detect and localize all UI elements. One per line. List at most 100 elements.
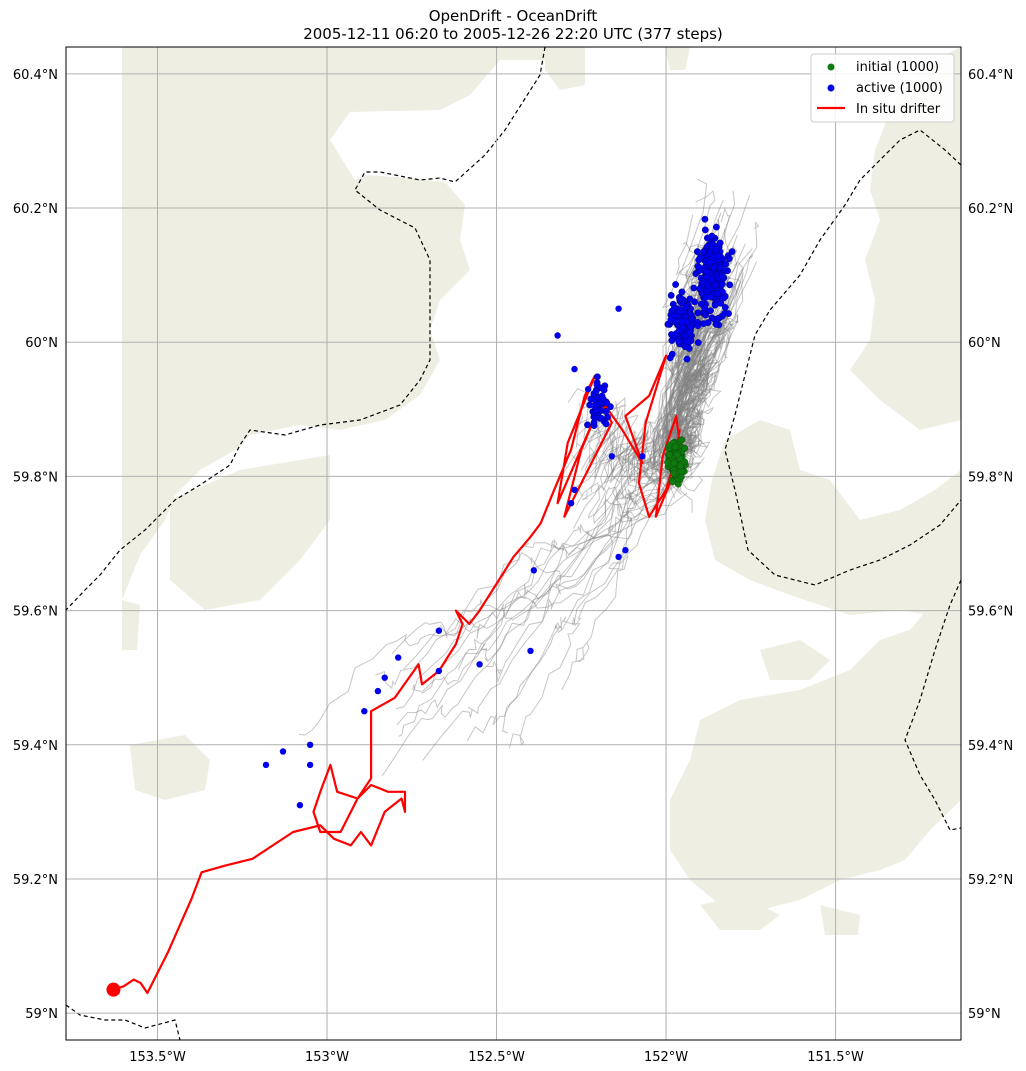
plot-frame: [65, 46, 962, 1041]
trajectory-line: [666, 317, 706, 474]
active-point: [682, 303, 690, 311]
active-point: [590, 418, 598, 426]
initial-point: [681, 444, 689, 452]
land-mass-11: [820, 905, 860, 935]
active-point: [602, 420, 610, 428]
active-point: [717, 299, 725, 307]
active-point: [599, 395, 606, 402]
trajectory-line: [567, 387, 690, 482]
trajectory-line: [664, 269, 713, 473]
trajectory-line: [665, 254, 754, 478]
coastline-border-layer: [66, 47, 961, 1040]
active-point: [668, 337, 676, 344]
y-tick-label-right-7: 60.4°N: [968, 68, 1013, 83]
active-point: [296, 802, 304, 809]
active-point: [678, 288, 686, 296]
land-mass-2: [170, 455, 330, 610]
active-point: [683, 355, 691, 363]
y-tick-label-right-1: 59.2°N: [968, 873, 1013, 888]
y-tick-label-left-6: 60.2°N: [13, 202, 58, 217]
land-mass-10: [700, 895, 780, 930]
trajectory-line: [666, 272, 744, 470]
active-point: [587, 395, 595, 403]
active-point: [686, 323, 694, 330]
active-point: [667, 316, 675, 324]
land-mass-3: [122, 600, 140, 650]
active-point: [716, 239, 724, 247]
active-point: [435, 667, 443, 675]
y-tick-label-left-7: 60.4°N: [13, 68, 58, 83]
initial-points-layer: [664, 436, 689, 488]
coastline-dashed-line-4: [66, 1004, 181, 1040]
active-point: [593, 406, 600, 414]
active-point: [686, 295, 694, 303]
active-point: [306, 741, 314, 748]
trajectory-line: [395, 456, 656, 710]
active-point: [707, 293, 714, 301]
y-tick-label-right-4: 59.8°N: [968, 470, 1013, 485]
trajectory-line: [675, 221, 760, 513]
active-point: [594, 373, 601, 381]
active-point: [676, 308, 684, 316]
map-plot-area: [65, 46, 962, 1041]
y-tick-label-right-3: 59.6°N: [968, 605, 1013, 620]
trajectory-line: [652, 335, 730, 465]
trajectory-line: [659, 274, 732, 457]
trajectory-line: [663, 291, 712, 436]
land-mass-5: [665, 47, 690, 70]
active-point: [718, 272, 726, 280]
trajectory-line: [668, 314, 739, 464]
active-point: [726, 281, 734, 289]
in-situ-drifter-layer: [106, 354, 681, 997]
active-point: [710, 264, 717, 272]
active-point: [685, 344, 693, 352]
trajectory-line: [665, 218, 720, 455]
initial-point: [669, 478, 677, 486]
trajectory-line: [663, 199, 724, 442]
legend-active-label: active (1000): [856, 81, 943, 96]
active-point: [667, 291, 675, 299]
active-point: [571, 365, 578, 373]
initial-point: [670, 469, 677, 477]
land-mass-12: [760, 640, 830, 680]
x-tick-label-3: 152°W: [644, 1050, 688, 1065]
active-point: [714, 315, 722, 322]
active-point: [639, 453, 646, 460]
x-tick-label-4: 151.5°W: [807, 1050, 864, 1065]
trajectory-line: [502, 422, 668, 734]
y-tick-label-left-0: 59°N: [25, 1007, 58, 1022]
y-tick-label-right-0: 59°N: [968, 1007, 1001, 1022]
trajectory-line: [661, 310, 732, 448]
initial-point: [678, 468, 686, 476]
active-point: [592, 387, 600, 395]
trajectory-line: [422, 448, 689, 692]
trajectory-line: [656, 371, 714, 469]
active-point: [708, 276, 715, 284]
land-mass-8: [705, 420, 961, 620]
active-point: [688, 315, 696, 323]
legend-initial-marker: [827, 63, 835, 71]
trajectory-line: [670, 234, 738, 484]
active-point: [381, 674, 388, 681]
active-point: [677, 295, 685, 302]
trajectory-line: [575, 401, 702, 463]
y-tick-label-left-4: 59.8°N: [13, 470, 58, 485]
x-tick-label-0: 153.5°W: [129, 1050, 186, 1065]
trajectory-line: [663, 326, 731, 457]
legend-initial-label: initial (1000): [856, 60, 939, 75]
trajectory-line: [584, 436, 675, 485]
trajectory-line: [580, 431, 671, 482]
active-point: [593, 381, 601, 389]
active-point: [608, 453, 615, 460]
active-point: [694, 339, 702, 346]
trajectory-line: [664, 330, 707, 472]
trajectory-line: [298, 447, 658, 736]
drifter-track-line: [113, 354, 681, 995]
active-point: [712, 246, 720, 254]
tick-labels: 153.5°W 153°W 152.5°W 152°W 151.5°W 59°N 59°N 5…: [13, 68, 1013, 1065]
x-tick-label-1: 153°W: [305, 1050, 349, 1065]
active-point: [696, 253, 704, 261]
active-point: [622, 547, 629, 554]
active-point: [713, 223, 720, 231]
